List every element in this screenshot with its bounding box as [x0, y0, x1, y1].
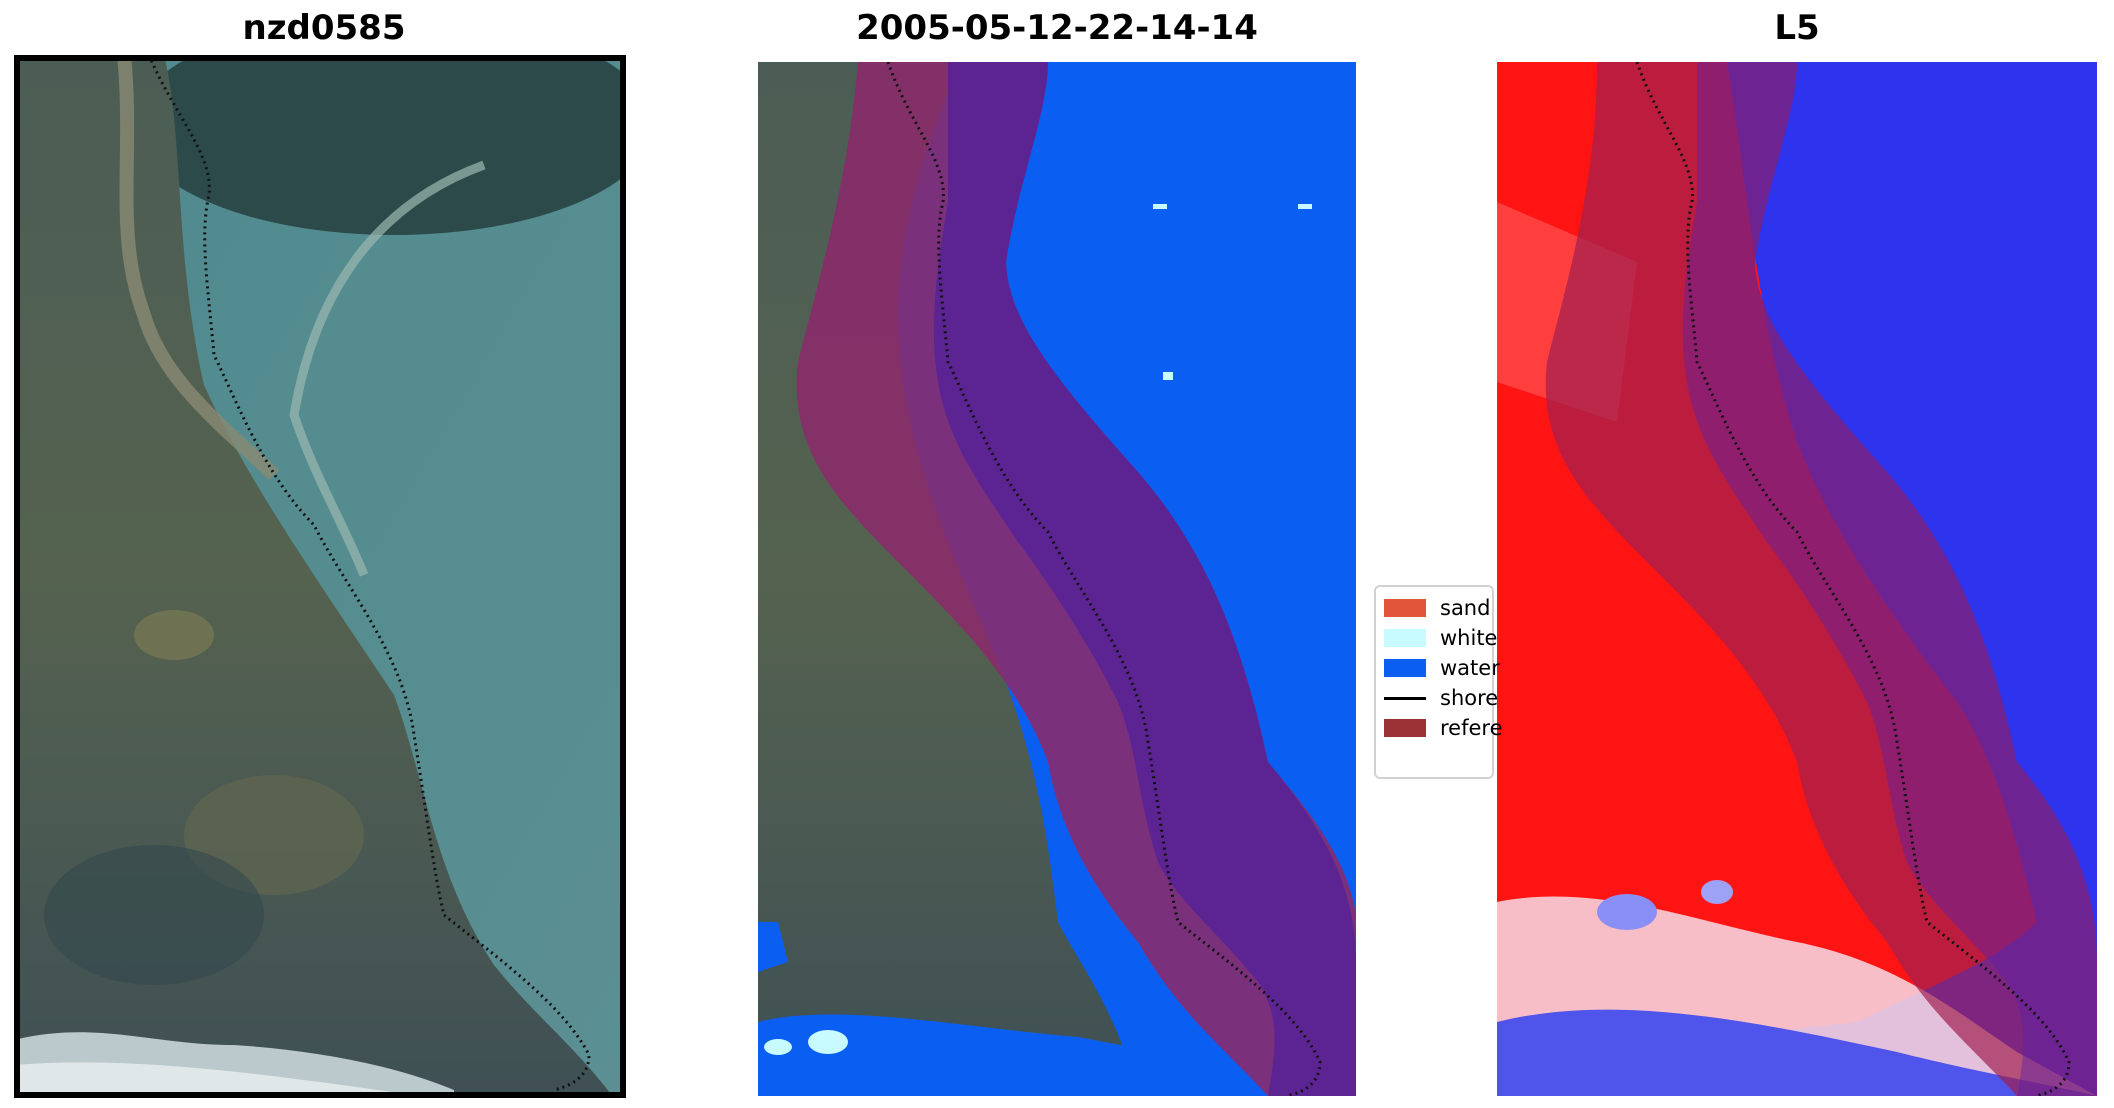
legend-label: refere — [1440, 716, 1503, 740]
legend-label: shore — [1440, 686, 1499, 710]
panel-title-index: L5 — [1774, 8, 1820, 48]
legend: sand white water shore refere — [1374, 585, 1503, 779]
legend-line-swatch — [1384, 696, 1426, 700]
index-heatmap-image — [1497, 62, 2097, 1096]
legend-color-swatch — [1384, 719, 1426, 737]
legend-item-shore: shore — [1384, 685, 1498, 711]
rgb-satellite-image — [14, 55, 626, 1098]
legend-label: sand — [1440, 596, 1491, 620]
legend-item-sand: sand — [1384, 595, 1490, 621]
legend-item-water: water — [1384, 655, 1500, 681]
legend-color-swatch — [1384, 599, 1426, 617]
legend-color-swatch — [1384, 659, 1426, 677]
panel-title-rgb: nzd0585 — [242, 8, 406, 48]
legend-item-refere: refere — [1384, 715, 1503, 741]
legend-label: white — [1440, 626, 1498, 650]
legend-item-white: white — [1384, 625, 1497, 651]
legend-color-swatch — [1384, 629, 1426, 647]
legend-label: water — [1440, 656, 1500, 680]
classification-image — [758, 62, 1356, 1096]
panel-title-classification: 2005-05-12-22-14-14 — [856, 8, 1258, 48]
